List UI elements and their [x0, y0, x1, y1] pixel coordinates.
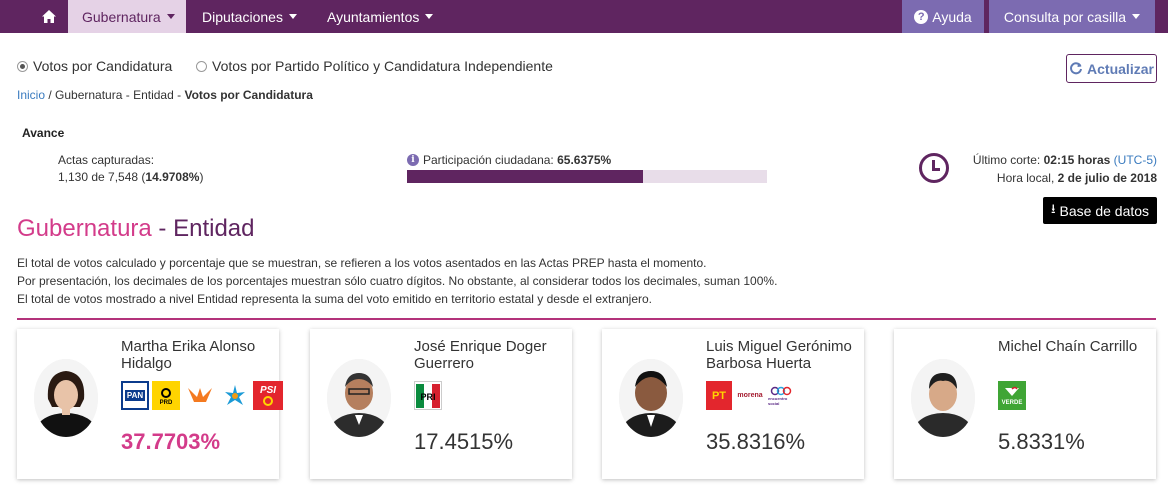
clock-icon	[919, 153, 949, 183]
candidate-card[interactable]: Martha Erika Alonso Hidalgo PAN PRD PSI …	[17, 329, 283, 479]
chevron-down-icon	[166, 14, 175, 19]
candidate-photo	[911, 359, 975, 437]
refresh-label: Actualizar	[1087, 60, 1154, 77]
party-logos: VERDE	[998, 381, 1026, 410]
psi-logo-icon: PSI	[253, 381, 283, 410]
breadcrumb-middle: / Gubernatura - Entidad -	[48, 88, 182, 102]
party-logos: PRI	[414, 381, 442, 410]
candidate-name: Luis Miguel Gerónimo Barbosa Huerta	[706, 338, 852, 372]
actas-close: )	[199, 170, 204, 184]
nav-gubernatura-label: Gubernatura	[82, 8, 161, 25]
pri-logo-icon: PRI	[414, 381, 442, 410]
candidate-photo	[327, 359, 391, 437]
radio-unchecked-icon[interactable]	[196, 60, 207, 72]
help-button[interactable]: ? Ayuda	[902, 0, 984, 33]
local-label: Hora local,	[996, 171, 1055, 185]
radio-candidatura-label: Votos por Candidatura	[33, 58, 173, 74]
home-button[interactable]	[31, 0, 67, 33]
pan-logo-text: PAN	[124, 390, 146, 401]
candidate-photo	[34, 359, 98, 437]
help-label: Ayuda	[932, 8, 972, 25]
pri-logo-text: PRI	[420, 392, 435, 402]
actas-value: 1,130 de 7,548 (14.9708%)	[58, 170, 203, 184]
corte-label: Último corte:	[972, 153, 1041, 167]
note-line: Por presentación, los decimales de los p…	[17, 274, 778, 288]
radio-checked-icon[interactable]	[17, 60, 28, 72]
candidate-card[interactable]: José Enrique Doger Guerrero PRI 17.4515%	[310, 329, 572, 479]
hora-local: Hora local, 2 de julio de 2018	[997, 171, 1157, 185]
download-icon: ⭳	[1050, 200, 1056, 216]
candidate-name: Michel Chaín Carrillo	[998, 338, 1138, 355]
candidate-name: José Enrique Doger Guerrero	[414, 338, 547, 372]
help-icon: ?	[914, 9, 929, 24]
local-date: 2 de julio de 2018	[1057, 171, 1157, 185]
radio-votos-candidatura[interactable]: Votos por Candidatura	[17, 58, 172, 74]
section-title-gubernatura: Gubernatura	[17, 215, 152, 242]
nav-ayuntamientos-label: Ayuntamientos	[327, 8, 420, 25]
note-line: El total de votos mostrado a nivel Entid…	[17, 292, 653, 306]
prd-logo-icon: PRD	[152, 381, 180, 410]
section-title: Gubernatura - Entidad	[17, 215, 255, 243]
compromiso-por-puebla-logo-icon	[220, 381, 250, 410]
top-navbar: Gubernatura Diputaciones Ayuntamientos ?…	[0, 0, 1168, 33]
breadcrumb-home-link[interactable]: Inicio	[17, 88, 46, 102]
participacion-text: Participación ciudadana:	[423, 153, 554, 167]
candidate-card[interactable]: Michel Chaín Carrillo VERDE 5.8331%	[894, 329, 1156, 479]
avance-title: Avance	[22, 126, 65, 140]
download-label: Base de datos	[1059, 202, 1150, 219]
ultimo-corte: Último corte: 02:15 horas (UTC-5)	[973, 153, 1157, 167]
encuentro-social-logo-text: encuentro social	[768, 395, 788, 406]
party-logos: PAN PRD PSI	[121, 381, 283, 410]
corte-time: 02:15 horas	[1043, 153, 1111, 167]
actas-percent: 14.9708%	[145, 170, 200, 184]
participacion-label: i Participación ciudadana: 65.6375%	[407, 153, 611, 167]
consulta-casilla-button[interactable]: Consulta por casilla	[989, 0, 1155, 33]
breadcrumb-current: Votos por Candidatura	[184, 88, 313, 102]
prd-logo-text: PRD	[159, 399, 173, 406]
candidate-percentage: 37.7703%	[121, 429, 221, 454]
chevron-down-icon	[425, 14, 434, 19]
nav-diputaciones[interactable]: Diputaciones	[202, 0, 297, 33]
candidate-name: Martha Erika Alonso Hidalgo	[121, 338, 256, 372]
nav-diputaciones-label: Diputaciones	[202, 8, 283, 25]
nav-ayuntamientos[interactable]: Ayuntamientos	[327, 0, 434, 33]
download-database-button[interactable]: ⭳ Base de datos	[1043, 197, 1157, 224]
candidate-percentage: 17.4515%	[414, 429, 514, 454]
actas-count: 1,130 de 7,548 (	[58, 170, 146, 184]
morena-logo-icon: morena	[735, 381, 765, 410]
participacion-progress-bar	[407, 170, 767, 183]
chevron-down-icon	[1132, 14, 1141, 19]
refresh-icon	[1070, 61, 1083, 74]
party-logos: PT morena encuentro social	[706, 381, 794, 410]
section-divider	[17, 318, 1156, 320]
participacion-progress-fill	[407, 170, 644, 183]
psi-logo-text: PSI	[259, 385, 277, 396]
nav-gubernatura[interactable]: Gubernatura	[68, 0, 186, 33]
note-line: El total de votos calculado y porcentaje…	[17, 256, 707, 270]
candidate-card[interactable]: Luis Miguel Gerónimo Barbosa Huerta PT m…	[602, 329, 864, 479]
radio-partido-label: Votos por Partido Político y Candidatura…	[212, 58, 553, 74]
consulta-label: Consulta por casilla	[1003, 8, 1127, 25]
movimiento-ciudadano-logo-icon	[183, 381, 217, 410]
candidate-percentage: 5.8331%	[998, 429, 1085, 454]
pan-logo-icon: PAN	[121, 381, 149, 410]
participacion-value: 65.6375%	[557, 153, 612, 167]
pt-logo-icon: PT	[706, 381, 732, 410]
corte-timezone: (UTC-5)	[1113, 153, 1157, 167]
breadcrumb: Inicio / Gubernatura - Entidad - Votos p…	[17, 88, 313, 102]
actas-label: Actas capturadas:	[58, 153, 155, 167]
encuentro-social-logo-icon: encuentro social	[768, 381, 794, 410]
info-icon[interactable]: i	[407, 154, 419, 166]
verde-logo-text: VERDE	[1001, 399, 1023, 406]
candidate-percentage: 35.8316%	[706, 429, 806, 454]
radio-votos-partido[interactable]: Votos por Partido Político y Candidatura…	[196, 58, 553, 74]
refresh-button[interactable]: Actualizar	[1066, 54, 1157, 83]
section-title-separator: -	[151, 215, 174, 242]
section-title-entidad: Entidad	[173, 215, 255, 242]
chevron-down-icon	[288, 14, 297, 19]
verde-logo-icon: VERDE	[998, 381, 1026, 410]
candidate-photo	[619, 359, 683, 437]
home-icon	[42, 10, 56, 23]
